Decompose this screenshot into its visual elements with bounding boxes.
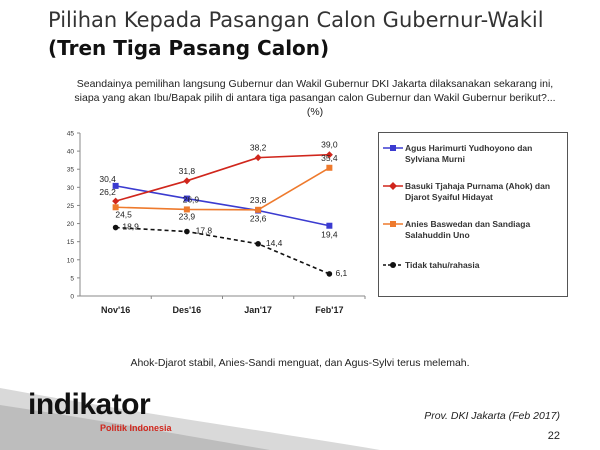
- data-point-ahok: [254, 154, 262, 162]
- slide-subtitle: (Tren Tiga Pasang Calon): [48, 36, 330, 60]
- y-tick-label: 30: [67, 185, 75, 192]
- legend-symbol-agus: [383, 145, 403, 151]
- data-point-tidak: [326, 271, 333, 277]
- data-label-agus: 30,4: [99, 174, 116, 184]
- data-point-anies: [183, 206, 190, 213]
- swoosh-shape-dark: [0, 405, 270, 450]
- y-tick-label: 20: [67, 221, 75, 228]
- data-label-anies: 24,5: [115, 209, 132, 219]
- series-line-ahok: [115, 153, 330, 202]
- data-label-anies: 35,4: [321, 153, 338, 163]
- legend-symbol-ahok: [383, 182, 403, 190]
- data-label-ahok: 31,8: [179, 166, 196, 176]
- legend-label-ahok: Basuki Tjahaja Purnama (Ahok) dan Djarot…: [405, 181, 551, 202]
- survey-question: Seandainya pemilihan langsung Gubernur d…: [74, 78, 556, 118]
- data-point-agus: [326, 222, 333, 229]
- series-line-tidak: [115, 226, 330, 275]
- data-label-anies: 23,8: [250, 195, 267, 205]
- indikator-logo: indikator: [28, 388, 151, 422]
- legend-symbol-tidak: [383, 262, 403, 268]
- y-tick-label: 45: [67, 131, 75, 138]
- data-label-tidak: 14,4: [266, 238, 283, 248]
- data-point-tidak: [184, 228, 190, 235]
- data-point-ahok: [112, 197, 120, 205]
- data-label-anies: 23,9: [179, 211, 196, 221]
- data-point-tidak: [112, 224, 119, 231]
- logo-tagline: Politik Indonesia: [100, 423, 172, 433]
- chart-note: Ahok-Djarot stabil, Anies-Sandi menguat,…: [130, 357, 470, 369]
- page-number: 22: [547, 430, 560, 442]
- y-tick-label: 10: [67, 257, 75, 264]
- data-point-anies: [112, 204, 119, 211]
- data-label-tidak: 6,1: [335, 268, 347, 278]
- data-label-ahok: 38,2: [250, 143, 267, 153]
- data-point-agus: [183, 195, 190, 202]
- data-point-tidak: [255, 241, 261, 247]
- legend-label-anies: Anies Baswedan dan Sandiaga Salahuddin U…: [405, 219, 531, 240]
- logo-wordmark: indikator: [28, 388, 151, 421]
- x-tick-label: Nov'16: [101, 305, 130, 315]
- legend-label-tidak: Tidak tahu/rahasia: [405, 260, 480, 270]
- legend-label-agus: Agus Harimurti Yudhoyono dan Sylviana Mu…: [405, 143, 533, 164]
- y-tick-label: 15: [67, 239, 75, 246]
- data-label-agus: 26,9: [183, 195, 200, 205]
- data-label-agus: 23,6: [250, 214, 267, 224]
- y-tick-label: 35: [67, 167, 75, 174]
- y-tick-label: 25: [67, 203, 75, 210]
- data-point-ahok: [183, 177, 191, 185]
- data-label-tidak: 17,8: [196, 226, 213, 236]
- chart-legend: Agus Harimurti Yudhoyono dan Sylviana Mu…: [378, 132, 568, 297]
- y-tick-label: 0: [70, 294, 74, 301]
- series-line-anies: [115, 167, 330, 211]
- x-tick-label: Feb'17: [315, 305, 343, 315]
- data-point-ahok: [325, 151, 333, 159]
- data-label-agus: 19,4: [321, 230, 338, 240]
- legend-symbol-anies: [383, 221, 403, 227]
- data-label-tidak: 18,9: [122, 222, 139, 232]
- source-note: Prov. DKI Jakarta (Feb 2017): [424, 410, 560, 422]
- series-line-agus: [115, 185, 330, 227]
- x-tick-label: Jan'17: [244, 305, 272, 315]
- y-tick-label: 40: [67, 149, 75, 156]
- data-point-agus: [112, 182, 119, 189]
- data-label-ahok: 26,2: [99, 187, 116, 197]
- data-label-ahok: 39,0: [321, 140, 338, 150]
- y-tick-label: 5: [70, 275, 74, 282]
- slide-title: Pilihan Kepada Pasangan Calon Gubernur-W…: [48, 8, 544, 32]
- data-point-anies: [326, 164, 333, 171]
- data-point-anies: [255, 206, 262, 213]
- x-tick-label: Des'16: [173, 305, 202, 315]
